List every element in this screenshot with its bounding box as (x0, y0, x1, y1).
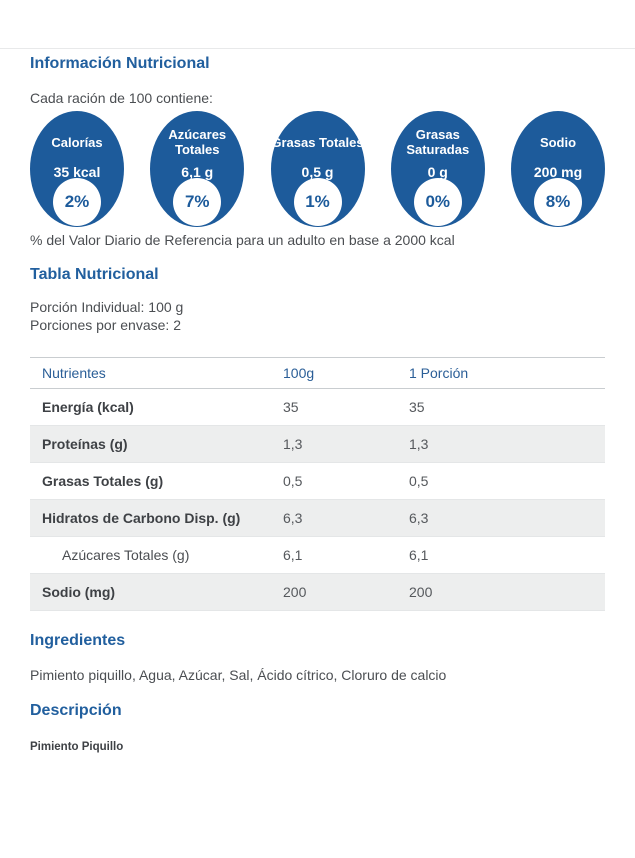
row-label: Hidratos de Carbono Disp. (g) (42, 510, 241, 526)
badge-percent: 8% (534, 178, 582, 226)
table-row-hidratos: Hidratos de Carbono Disp. (g) 6,3 6,3 (30, 500, 605, 537)
row-value-100g: 6,3 (283, 510, 303, 526)
badge-label: Calorías (51, 134, 103, 150)
row-value-porcion: 6,1 (409, 547, 429, 563)
badge-label: Sodio (539, 134, 577, 150)
row-label: Grasas Totales (g) (42, 473, 164, 489)
row-value-100g: 1,3 (283, 436, 303, 452)
row-value-100g: 0,5 (283, 473, 303, 489)
top-divider (0, 48, 635, 49)
row-label: Sodio (mg) (42, 584, 116, 600)
serving-subtitle: Cada ración de 100 contiene: (30, 90, 213, 106)
row-value-100g: 200 (283, 584, 307, 600)
porciones-por-envase: Porciones por envase: 2 (30, 317, 181, 333)
row-label: Azúcares Totales (g) (62, 547, 190, 563)
badge-value: 6,1 g (181, 164, 214, 180)
description-text: Pimiento Piquillo (30, 741, 124, 753)
badge-sodio: Sodio 200 mg 8% (511, 111, 605, 227)
table-row-energia: Energía (kcal) 35 35 (30, 389, 605, 426)
row-value-porcion: 6,3 (409, 510, 429, 526)
info-nutricional-title: Información Nutricional (30, 55, 210, 72)
badge-label: Azúcares Totales (168, 127, 227, 157)
row-value-porcion: 35 (409, 399, 425, 415)
nutrition-panel: Información Nutricional Cada ración de 1… (0, 55, 635, 754)
row-value-porcion: 1,3 (409, 436, 429, 452)
table-row-proteinas: Proteínas (g) 1,3 1,3 (30, 426, 605, 463)
daily-value-footnote: % del Valor Diario de Referencia para un… (30, 232, 455, 248)
badge-percent: 1% (293, 178, 342, 226)
badge-percent: 2% (53, 178, 101, 226)
ingredientes-title: Ingredientes (30, 632, 126, 649)
badge-azucares-totales: Azúcares Totales 6,1 g 7% (150, 111, 245, 227)
table-row-azucares-totales: Azúcares Totales (g) 6,1 6,1 (30, 537, 605, 574)
nutrition-table: Nutrientes 100g 1 Porción Energía (kcal)… (30, 357, 605, 611)
badge-percent: 7% (173, 178, 222, 226)
table-row-grasas-totales: Grasas Totales (g) 0,5 0,5 (30, 463, 605, 500)
badge-label: Grasas Saturadas (406, 127, 470, 157)
badge-grasas-saturadas: Grasas Saturadas 0 g 0% (390, 111, 485, 227)
badge-calorias: Calorías 35 kcal 2% (30, 111, 124, 227)
row-value-porcion: 0,5 (409, 473, 429, 489)
descripcion-title: Descripción (30, 702, 122, 719)
table-header-row: Nutrientes 100g 1 Porción (30, 357, 605, 389)
badge-value: 0,5 g (301, 164, 334, 180)
badge-value: 200 mg (533, 164, 583, 180)
badge-grasas-totales: Grasas Totales 0,5 g 1% (270, 111, 365, 227)
serving-info: Porción Individual: 100 g Porciones por … (30, 298, 605, 334)
badge-value: 35 kcal (53, 164, 101, 180)
row-value-porcion: 200 (409, 584, 433, 600)
row-value-100g: 35 (283, 399, 299, 415)
porcion-individual: Porción Individual: 100 g (30, 299, 184, 315)
ingredients-text: Pimiento piquillo, Agua, Azúcar, Sal, Ác… (30, 667, 447, 683)
row-value-100g: 6,1 (283, 547, 303, 563)
table-row-sodio: Sodio (mg) 200 200 (30, 574, 605, 611)
badge-value: 0 g (427, 164, 448, 180)
tabla-nutricional-title: Tabla Nutricional (30, 266, 159, 283)
row-label: Energía (kcal) (42, 399, 134, 415)
row-label: Proteínas (g) (42, 436, 128, 452)
badge-label: Grasas Totales (271, 134, 364, 150)
col-header-100g: 100g (283, 365, 315, 381)
badge-percent: 0% (413, 178, 462, 226)
nutrient-badges-row: Calorías 35 kcal 2% Azúcares Totales 6,1… (30, 111, 605, 227)
col-header-nutrientes: Nutrientes (42, 365, 106, 381)
col-header-1-porcion: 1 Porción (409, 365, 469, 381)
